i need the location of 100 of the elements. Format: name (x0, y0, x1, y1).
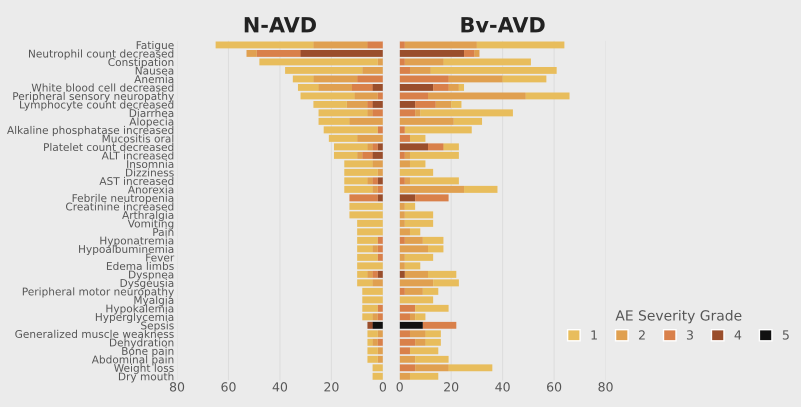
x-tick-label: 40 (495, 382, 510, 392)
x-tick-label: 0 (396, 382, 403, 392)
bar (428, 143, 444, 150)
bar (448, 364, 492, 372)
bar (349, 194, 378, 202)
bar (372, 186, 378, 193)
y-tick-label: Fatigue (136, 40, 174, 52)
legend-label: 4 (734, 330, 742, 340)
y-tick-label: Dysgeusia (120, 278, 174, 290)
bar (313, 41, 368, 48)
bar (372, 279, 383, 286)
bar (378, 186, 383, 193)
bar (400, 322, 423, 329)
bar (372, 245, 378, 252)
bar (476, 41, 564, 48)
bar (378, 270, 383, 278)
y-tick-label: Generalized muscle weakness (15, 330, 174, 338)
y-tick-label: Creatinine increased (66, 202, 174, 211)
bar (367, 100, 373, 108)
legend-label: 5 (782, 330, 789, 340)
y-tick-label: Peripheral sensory neuropathy (13, 92, 174, 102)
y-tick-label: Myalgia (134, 296, 174, 306)
bar (367, 41, 383, 48)
y-tick-label: White blood cell decreased (32, 83, 174, 92)
bar (415, 364, 449, 372)
bar (400, 41, 405, 48)
bar (378, 177, 383, 184)
y-tick-label: Sepsis (141, 321, 174, 332)
bar (464, 50, 474, 57)
bar (400, 109, 416, 116)
bar (464, 186, 498, 193)
bar (378, 92, 383, 100)
bar (378, 338, 383, 346)
bar (400, 236, 405, 244)
bar (367, 270, 373, 278)
x-tick-label: 40 (272, 382, 288, 392)
y-tick-label: Pain (153, 228, 174, 236)
bar (458, 84, 464, 91)
x-tick-label: 60 (221, 382, 236, 392)
bar (372, 143, 378, 150)
x-tick-label: 80 (170, 382, 184, 392)
bar (372, 177, 378, 184)
y-tick-label: Peripheral motor neuropathy (22, 287, 174, 298)
y-tick-label: Anemia (134, 74, 174, 84)
y-tick-label: Dyspnea (129, 270, 174, 281)
y-tick-label: AST increased (99, 176, 174, 186)
bar (410, 313, 416, 320)
bar (400, 143, 428, 150)
y-tick-label: Mucositis oral (102, 134, 174, 143)
bar (367, 177, 373, 184)
y-tick-label: Insomnia (127, 160, 174, 168)
y-tick-label: Constipation (108, 58, 174, 68)
bar (357, 152, 362, 159)
bar (372, 322, 383, 329)
x-tick-label: 0 (380, 382, 386, 392)
bar (372, 84, 383, 91)
bar (526, 92, 570, 100)
bar (372, 270, 378, 278)
bar (400, 50, 464, 57)
x-tick-label: 80 (598, 382, 613, 392)
bar (400, 194, 416, 202)
bar (400, 356, 416, 363)
y-tick-label: ALT increased (102, 151, 174, 160)
bar (362, 152, 373, 159)
bar (400, 270, 405, 278)
bar (378, 126, 383, 134)
legend-label: 1 (591, 330, 597, 340)
legend-label: 3 (686, 330, 693, 340)
x-tick-label: 20 (324, 382, 339, 392)
legend-title: AE Severity Grade (615, 310, 742, 324)
bar (378, 194, 383, 202)
bar (415, 194, 449, 202)
bar (300, 50, 383, 57)
bar (400, 288, 405, 295)
x-tick-label: 60 (547, 382, 562, 392)
y-tick-label: Platelet count decreased (44, 142, 174, 152)
y-tick-label: Nausea (136, 66, 174, 75)
y-tick-label: Vomiting (128, 219, 174, 230)
bar (216, 41, 314, 48)
y-tick-label: Dry mouth (118, 372, 174, 382)
y-tick-label: Dehydration (110, 338, 174, 349)
bar (400, 177, 405, 184)
y-tick-label: Edema limbs (106, 262, 174, 270)
y-tick-label: Anorexia (128, 185, 174, 194)
y-tick-label: Fever (146, 254, 174, 262)
bar (410, 372, 438, 380)
chart-title: N-AVD (244, 17, 316, 32)
bar (378, 330, 383, 338)
bar (372, 100, 383, 108)
bar (400, 372, 410, 380)
bar (372, 338, 378, 346)
y-tick-label: Arthralgia (122, 210, 174, 222)
y-tick-label: Hypoalbuminemia (79, 244, 174, 256)
legend-label: 2 (638, 330, 645, 340)
bar (400, 364, 416, 372)
bar (400, 152, 405, 159)
bar (256, 50, 301, 57)
y-tick-label: Hypokalemia (106, 304, 174, 315)
y-tick-label: Hyponatremia (100, 236, 174, 247)
bar (246, 50, 257, 57)
